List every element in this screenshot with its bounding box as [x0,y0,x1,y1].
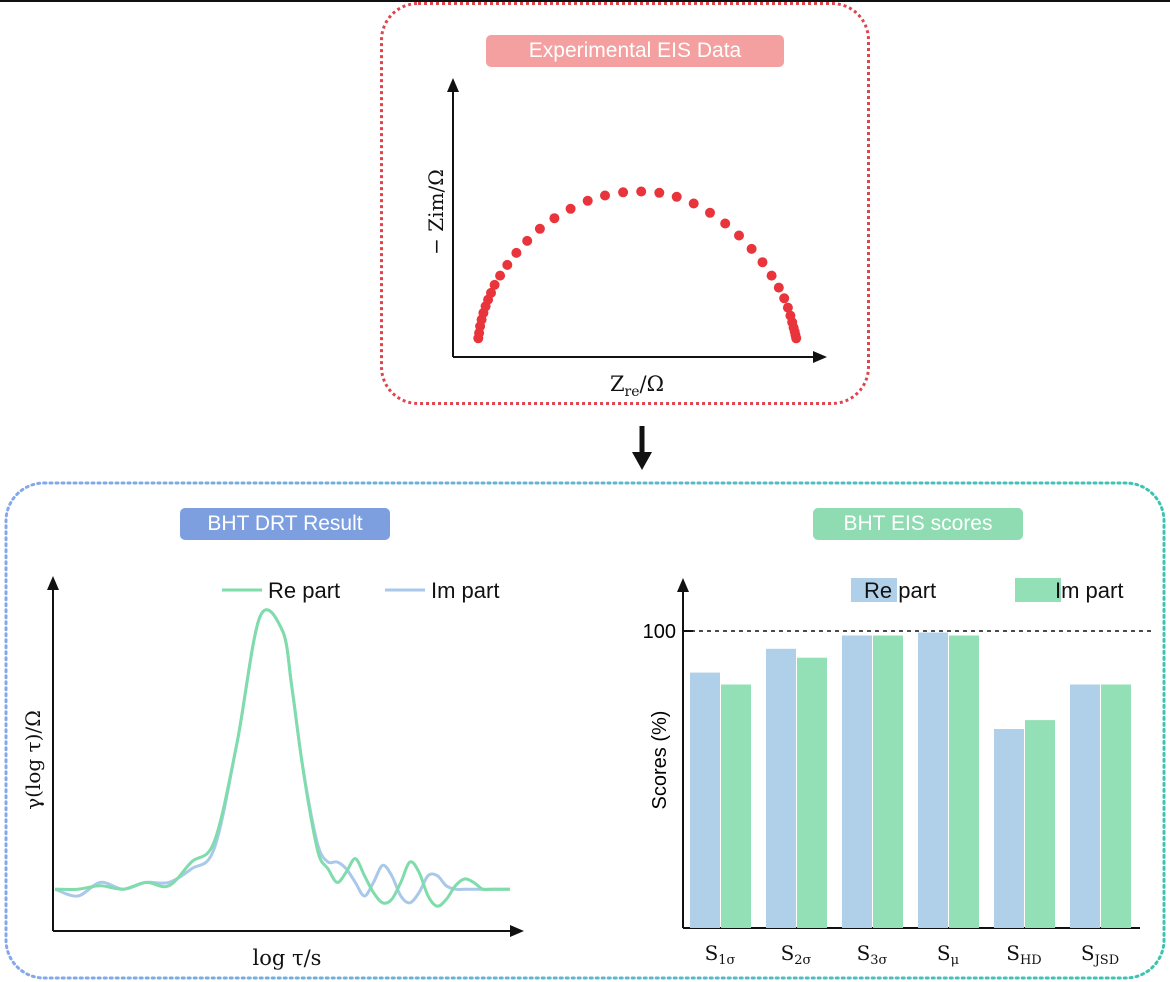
eis-point [773,282,784,293]
eis-point [791,333,802,344]
eis-point [600,190,610,201]
score-bar-im [873,635,903,928]
eis-point [654,187,665,198]
drt-series-im [54,608,510,905]
drt-legend: Re part Im part [222,578,499,603]
scores-axes [677,578,1140,929]
scores-legend-im-swatch [1015,578,1061,602]
score-bar-re [918,632,948,928]
eis-axes [447,78,827,363]
eis-point [779,293,790,304]
eis-point [486,287,496,298]
drt-y-axis-label: γ(log τ)/Ω [21,710,45,810]
score-category-label: Sμ [937,941,959,968]
eis-point [757,257,768,268]
eis-point [534,223,545,234]
eis-point [746,243,757,254]
scores-legend-re-swatch [851,578,897,602]
score-bar-re [842,635,872,928]
eis-point [720,218,731,229]
results-panel-frame [4,481,1166,980]
eis-point [705,207,715,218]
eis-point [582,195,593,206]
score-category-label: S3σ [857,941,888,968]
scores-x-tick-labels: S1σ S2σ S3σ Sμ SHD SJSD [705,941,1120,968]
eis-panel-frame [380,2,870,405]
flow-arrow [632,426,652,470]
eis-x-label-sub: re [625,384,640,400]
score-bar-im [949,635,979,928]
scores-panel-title: BHT EIS scores [813,508,1023,540]
drt-legend-re-label: Re part [268,578,340,603]
eis-x-axis-label: Zre/Ω [610,372,664,400]
eis-panel-title: Experimental EIS Data [486,35,784,67]
score-bar-im [797,657,827,928]
eis-x-label-unit: /Ω [640,372,665,396]
eis-point [549,213,560,224]
drt-series-re [54,608,510,908]
eis-data-points [473,186,802,344]
scores-bars [690,632,1131,928]
eis-point [618,187,629,198]
eis-point [489,279,500,290]
drt-panel-title: BHT DRT Result [180,508,390,540]
score-bar-re [1070,684,1100,928]
eis-point [495,270,506,281]
score-category-label: S2σ [781,941,812,968]
eis-x-label-main: Z [610,372,625,396]
score-bar-im [721,684,751,928]
score-category-label: SHD [1006,941,1041,968]
score-bar-im [1101,684,1131,928]
score-category-label: S1σ [705,941,736,968]
score-bar-im [1025,720,1055,928]
score-bar-re [766,648,796,928]
eis-y-axis-label: − Zim/Ω [424,169,448,255]
drt-legend-im-label: Im part [431,578,499,603]
eis-point [511,247,522,258]
eis-point [734,230,744,241]
drt-axes [47,576,524,937]
eis-point [766,270,777,281]
score-bar-re [690,672,720,928]
eis-point [671,191,682,202]
scores-legend-im-label: Im part [1055,578,1123,603]
eis-point [688,198,699,209]
top-border-line [0,0,1170,2]
eis-point [502,259,513,270]
score-bar-re [994,729,1024,928]
scores-ref-tick-label: 100 [643,621,676,643]
eis-point [636,186,647,197]
scores-y-axis-label: Scores (%) [649,711,671,810]
drt-x-axis-label: log τ/s [253,946,322,970]
eis-point [565,203,576,214]
eis-point [782,302,793,313]
eis-point [522,235,533,246]
scores-legend-re-label: Re part [864,578,936,603]
scores-legend: Re part Im part [851,578,1123,603]
score-category-label: SJSD [1081,941,1119,968]
